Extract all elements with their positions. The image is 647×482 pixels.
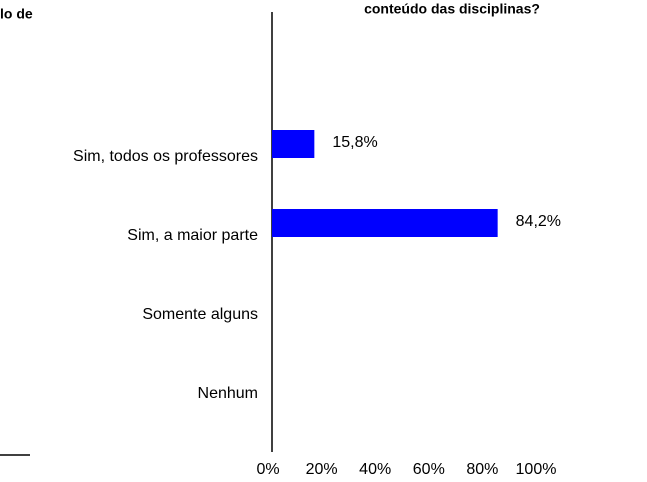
y-tick-label: Nenhum — [198, 385, 258, 402]
y-tick-label: Sim, a maior parte — [127, 227, 258, 244]
value-label: 84,2% — [516, 213, 561, 230]
x-tick-label: 40% — [359, 461, 391, 478]
x-tick-label: 20% — [306, 461, 338, 478]
x-tick-label: 60% — [413, 461, 445, 478]
x-tick-label: 100% — [516, 461, 557, 478]
chart-title: conteúdo das disciplinas? — [364, 1, 540, 17]
y-tick-label: Sim, todos os professores — [73, 148, 258, 165]
x-tick-label: 80% — [466, 461, 498, 478]
bar — [272, 130, 315, 158]
y-tick-label: Somente alguns — [142, 306, 258, 323]
bar — [272, 209, 498, 237]
title-fragment: lo de — [0, 6, 33, 22]
x-tick-label: 0% — [256, 461, 279, 478]
value-label: 15,8% — [332, 134, 377, 151]
